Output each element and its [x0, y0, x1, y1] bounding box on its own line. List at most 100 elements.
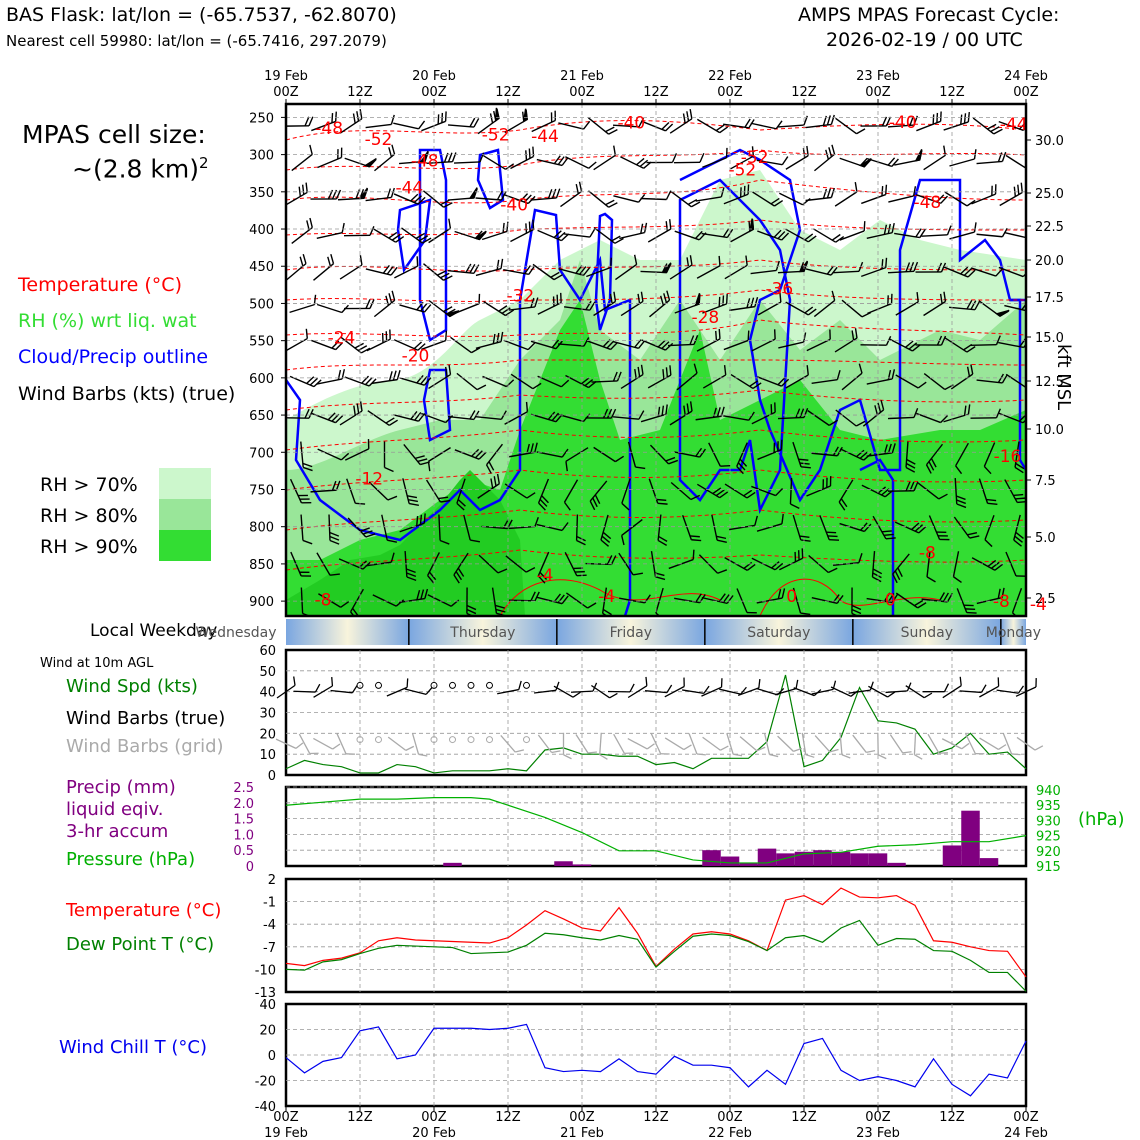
- wind-barb-flag: [739, 458, 748, 467]
- wind-barb: [861, 484, 894, 498]
- grid-wind-barb: [889, 734, 912, 754]
- wind-barb-flag: [719, 126, 729, 134]
- wind-barb-flag: [881, 259, 884, 270]
- wind-barb-flag: [1022, 269, 1026, 278]
- wind-barb-flag: [455, 571, 463, 581]
- wind-barb-staff: [730, 373, 754, 390]
- wind-barb-flag: [997, 152, 1003, 162]
- wind-barb-flag: [388, 147, 393, 157]
- wind-barb-staff: [317, 156, 342, 169]
- wind-barb-staff: [503, 339, 529, 351]
- wind-barb-staff: [811, 596, 838, 605]
- wind-barb-flag: [858, 553, 863, 563]
- wind-barb-flag: [364, 377, 373, 386]
- wind-barb-staff: [866, 452, 893, 457]
- wind-barb-flag: [417, 196, 426, 205]
- grid-barb-flag: [805, 753, 815, 758]
- wind-barb-flag: [443, 306, 453, 313]
- wind-barb-staff: [393, 193, 419, 205]
- wind-barb-flag: [780, 439, 783, 450]
- grid-barb-staff: [801, 732, 807, 755]
- wind-barb-staff: [615, 263, 637, 281]
- wind-barb-staff: [777, 124, 805, 128]
- wind-barb-flag: [872, 572, 882, 579]
- wind-barb-staff: [453, 161, 481, 164]
- wind-barb-flag: [360, 347, 371, 354]
- surface-barb-staff: [942, 685, 962, 699]
- wind-barb-flag: [583, 337, 590, 347]
- wind-barb: [530, 188, 561, 201]
- wind-barb-flag: [612, 371, 618, 382]
- wind-barb-flag: [613, 145, 617, 156]
- wind-barb-flag: [966, 199, 976, 207]
- surface-wind-barb: [553, 685, 581, 698]
- wind-barb-flag: [913, 408, 919, 418]
- wind-barb-staff: [591, 380, 618, 383]
- wind-barb-flag: [743, 185, 746, 196]
- wind-barb-staff: [593, 227, 616, 244]
- wind-barb: [976, 227, 1008, 238]
- wind-barb-staff: [669, 410, 693, 426]
- wind-barb-flag: [573, 567, 584, 570]
- surface-wind-barb: [959, 684, 987, 694]
- wind-speed-label: Wind Spd (kts): [66, 676, 198, 697]
- wind-barb-flag: [897, 567, 903, 577]
- wind-barb: [838, 479, 854, 511]
- wind-barb: [757, 376, 790, 387]
- temperature-contour-label: -20: [402, 347, 430, 367]
- wind-barb-staff: [839, 230, 865, 241]
- wind-barb-flag: [594, 494, 601, 504]
- wind-barb-flag: [665, 123, 674, 132]
- wind-barb: [806, 329, 831, 352]
- wind-barb-staff: [291, 153, 313, 172]
- wind-barb-staff: [702, 157, 727, 168]
- surface-barb-flag: [1017, 685, 1025, 694]
- wind-barb-staff: [649, 299, 670, 318]
- wind-barb-flag: [806, 145, 809, 156]
- wind-barb-flag: [693, 363, 698, 374]
- wind-barb-flag: [609, 293, 613, 304]
- wind-barb-staff: [926, 551, 931, 577]
- wind-barb-flag: [689, 108, 693, 119]
- grid-wind-barb: [763, 732, 779, 758]
- wind-barb-flag: [863, 523, 872, 532]
- wind-tick-label: 40: [259, 686, 276, 701]
- surface-barb-staff: [959, 690, 982, 694]
- wind-barb-flag: [369, 299, 375, 309]
- wind-barb: [399, 301, 432, 313]
- wind-barb-flag: [416, 256, 419, 267]
- wind-barb-flag: [917, 381, 927, 389]
- wind-barb-staff: [647, 374, 672, 389]
- wind-barb-flag: [660, 295, 665, 306]
- wind-barb-flag: [301, 184, 305, 195]
- wind-barb-staff: [456, 478, 466, 504]
- wind-barb-staff: [475, 267, 502, 277]
- wind-barb-flag: [532, 219, 535, 230]
- wind-barb-flag: [963, 113, 967, 124]
- wind-barb-staff: [723, 339, 749, 351]
- wind-barb-flag: [638, 117, 645, 128]
- wind-barb-flag: [417, 343, 426, 351]
- wind-barb-flag: [551, 339, 560, 348]
- surface-wind-barb: [386, 678, 409, 697]
- wind-barb: [872, 515, 896, 540]
- wind-barb: [372, 228, 405, 243]
- grid-barb-staff: [777, 735, 794, 752]
- wind-barb-flag: [936, 262, 943, 273]
- wind-barb-staff: [978, 478, 989, 504]
- wind-barb-flag: [883, 224, 888, 235]
- kft-tick-label: 10.0: [1035, 423, 1064, 438]
- wind-barb-flag: [637, 366, 641, 377]
- wind-barb-staff: [339, 264, 363, 280]
- wind-barb: [505, 555, 536, 573]
- wind-barb-staff: [778, 341, 804, 349]
- wind-barb-staff: [340, 336, 362, 354]
- wind-barb-flag: [471, 347, 481, 354]
- wind-barb-pennant: [995, 309, 1010, 317]
- wind-barb-flag: [974, 300, 981, 310]
- wind-calm-circle: [356, 681, 364, 689]
- wind-barb-staff: [463, 514, 471, 541]
- wind-barb-staff: [640, 197, 667, 201]
